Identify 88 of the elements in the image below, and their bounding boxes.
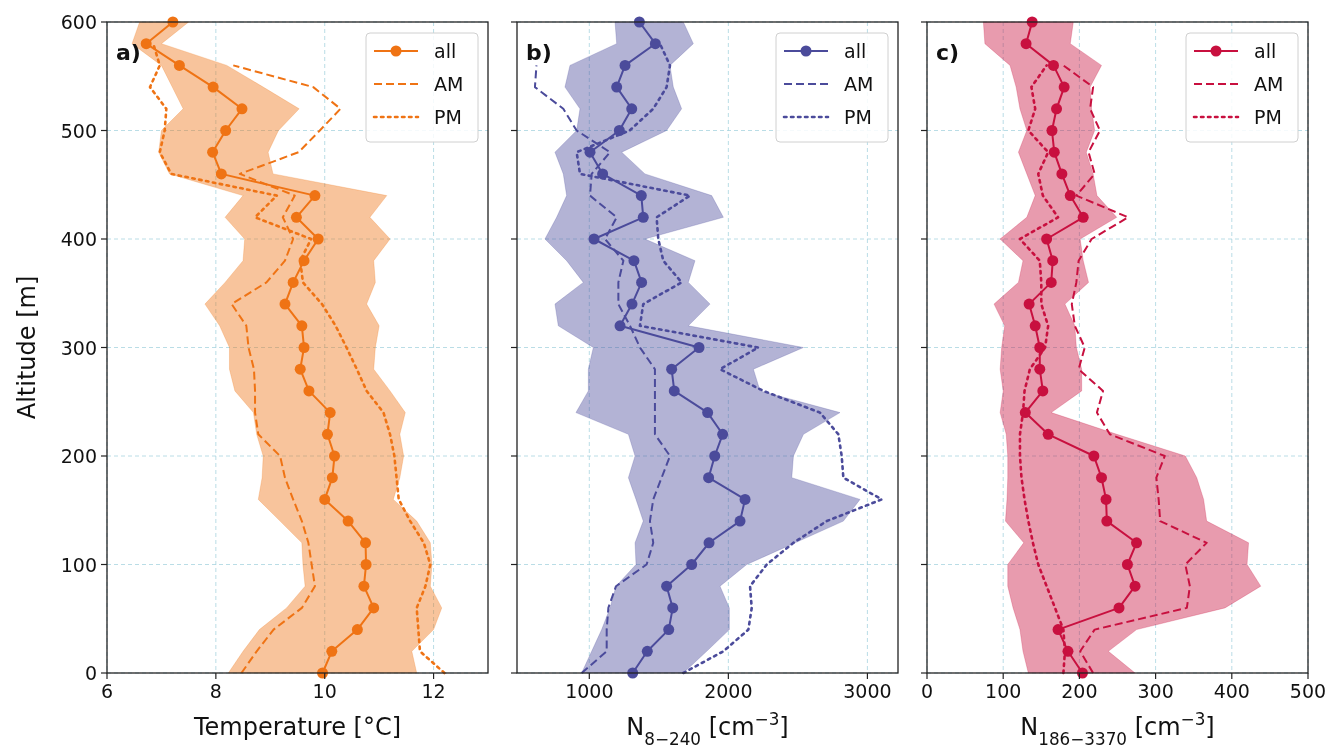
point <box>611 81 623 93</box>
point <box>702 407 714 419</box>
point <box>1045 276 1057 288</box>
annotation: a) <box>116 40 141 65</box>
x-tick-label: 100 <box>985 680 1022 702</box>
x-tick-label: 12 <box>421 680 446 702</box>
point <box>641 645 653 657</box>
point <box>628 255 640 267</box>
point <box>709 450 721 462</box>
point <box>1131 537 1143 549</box>
y-tick-label: 200 <box>60 445 97 467</box>
point <box>703 537 715 549</box>
legend-label: PM <box>1254 106 1282 128</box>
point <box>1023 298 1035 310</box>
x-tick-label: 2000 <box>704 680 753 702</box>
point <box>686 559 698 570</box>
point <box>1077 211 1089 223</box>
point <box>1047 59 1059 71</box>
point <box>1064 190 1076 202</box>
x-tick-label: 200 <box>1061 680 1098 702</box>
point <box>1051 103 1063 115</box>
point <box>1046 125 1058 136</box>
point <box>1129 580 1141 592</box>
x-axis-title: N$_{8−240}$ [cm$^{−3}$] <box>626 709 789 749</box>
x-tick-label: 3000 <box>843 680 892 702</box>
point <box>667 602 679 614</box>
point <box>1042 428 1054 440</box>
legend-label: all <box>1254 40 1277 62</box>
point <box>649 38 661 50</box>
y-axis-title: Altitude [m] <box>13 275 41 420</box>
legend-label: AM <box>434 73 464 95</box>
x-tick-label: 1000 <box>565 680 614 702</box>
point <box>1121 559 1133 570</box>
point <box>693 342 705 353</box>
point <box>1101 515 1113 527</box>
point <box>1056 168 1068 180</box>
x-tick-label: 6 <box>100 680 114 702</box>
legend-label: all <box>844 40 867 62</box>
legend-label: AM <box>1254 73 1284 95</box>
point <box>1029 320 1041 332</box>
point <box>635 190 647 202</box>
point <box>1047 255 1059 267</box>
legend-label: AM <box>844 73 874 95</box>
x-tick-label: 500 <box>1289 680 1327 702</box>
point <box>614 320 626 332</box>
x-axis-title: N$_{186−3370}$ [cm$^{−3}$] <box>1020 709 1215 749</box>
point <box>1058 81 1070 93</box>
annotation: b) <box>526 40 552 65</box>
point <box>1088 450 1100 462</box>
x-tick-label: 0 <box>920 680 934 702</box>
point <box>739 493 751 505</box>
point <box>661 580 673 592</box>
annotation: c) <box>936 40 960 65</box>
point <box>1100 493 1112 505</box>
x-axis-title: Temperature [°C] <box>192 713 402 741</box>
point <box>619 59 631 71</box>
y-tick-label: 600 <box>60 11 97 33</box>
point <box>734 515 746 527</box>
legend-label: PM <box>844 106 872 128</box>
point <box>703 472 715 484</box>
point <box>637 211 649 223</box>
point <box>717 428 729 440</box>
y-tick-label: 100 <box>60 553 97 576</box>
x-tick-label: 300 <box>1137 680 1174 702</box>
y-tick-label: 500 <box>60 119 97 142</box>
x-tick-label: 8 <box>209 680 222 702</box>
point <box>663 624 675 636</box>
point <box>1096 472 1107 484</box>
point <box>1037 385 1049 397</box>
legend-label: PM <box>434 106 462 128</box>
point <box>1048 146 1060 158</box>
point <box>636 276 648 288</box>
legend-label: all <box>434 40 457 62</box>
y-tick-label: 300 <box>60 336 97 359</box>
y-tick-label: 400 <box>60 228 97 250</box>
point <box>668 385 680 397</box>
point <box>666 363 678 375</box>
x-tick-label: 400 <box>1213 680 1250 702</box>
point <box>1034 363 1046 375</box>
x-tick-label: 10 <box>312 680 337 702</box>
point <box>626 103 638 115</box>
y-tick-label: 0 <box>84 662 97 684</box>
point <box>626 298 638 310</box>
point <box>1041 233 1053 245</box>
point <box>1052 624 1064 636</box>
point <box>588 233 600 245</box>
point <box>1020 38 1032 50</box>
point <box>1113 602 1125 614</box>
